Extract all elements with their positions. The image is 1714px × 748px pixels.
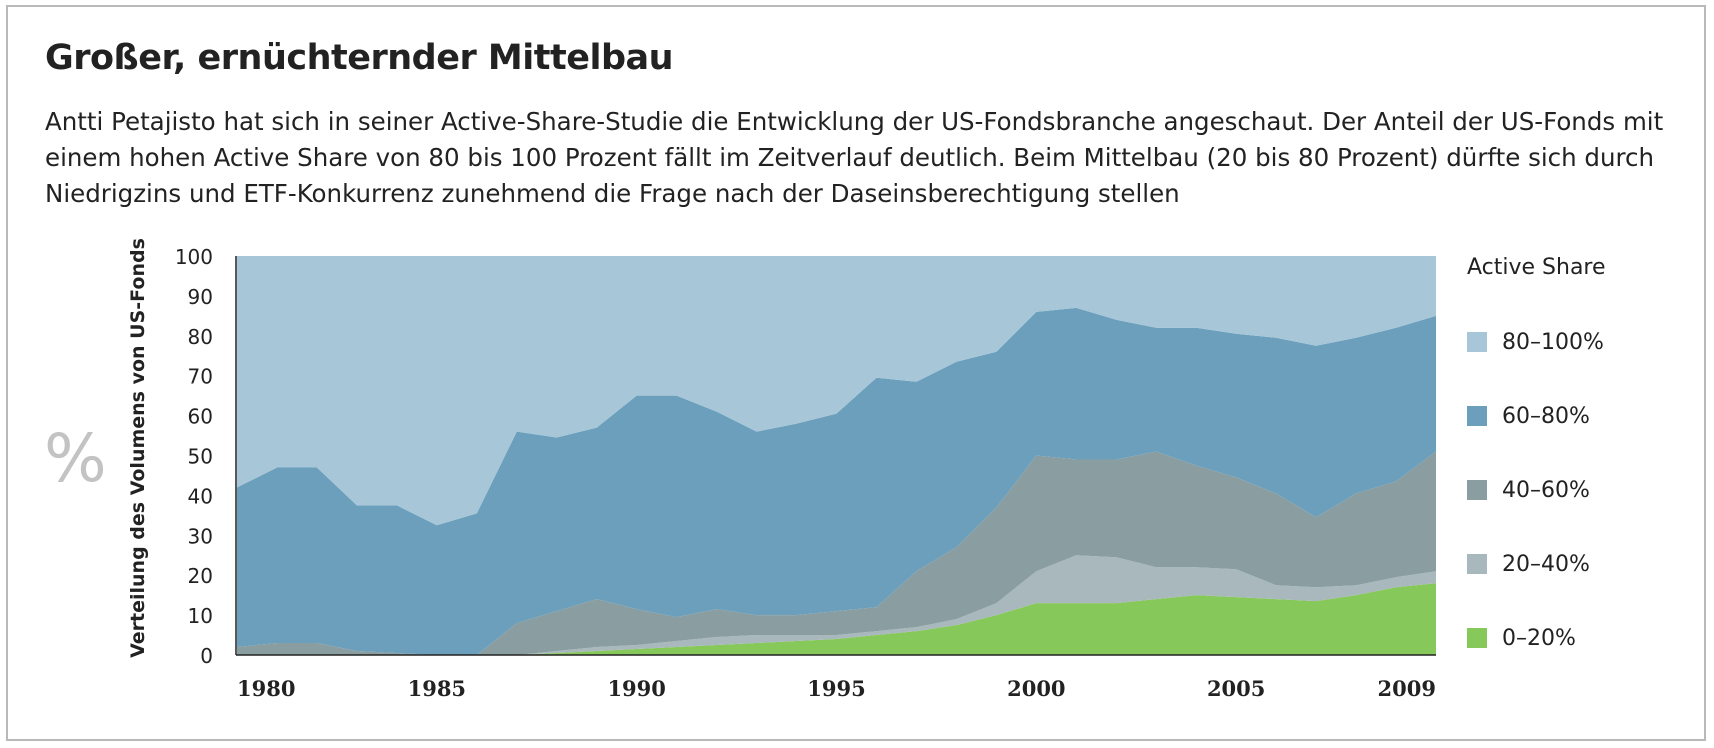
x-tick-label: 1990: [607, 676, 665, 701]
legend-label: 20–40%: [1502, 551, 1590, 577]
legend-label: 80–100%: [1502, 329, 1604, 355]
y-tick-label: 40: [188, 484, 213, 508]
x-tick-label: 2009: [1378, 676, 1436, 701]
y-tick-label: 0: [200, 644, 213, 668]
area-series-1: [237, 583, 1436, 655]
y-tick-label: 10: [188, 604, 213, 628]
x-tick-label: 1995: [807, 676, 865, 701]
legend-item: 40–60%: [1467, 477, 1590, 503]
y-tick-label: 70: [188, 365, 213, 389]
chart-title: Großer, ernüchternder Mittelbau: [45, 38, 674, 78]
legend-swatch: [1467, 628, 1487, 648]
legend-swatch: [1467, 480, 1487, 500]
x-tick-label: 1980: [237, 676, 295, 701]
area-series-3: [237, 451, 1436, 655]
legend-swatch: [1467, 406, 1487, 426]
legend-swatch: [1467, 554, 1487, 574]
chart-frame: [6, 5, 1706, 741]
y-tick-label: 30: [188, 524, 213, 548]
area-series-5: [237, 256, 1436, 526]
y-tick-label: 20: [188, 564, 213, 588]
legend-item: 0–20%: [1467, 625, 1576, 651]
legend-title: Active Share: [1467, 255, 1606, 280]
y-tick-label: 100: [175, 245, 213, 269]
x-tick-label: 2000: [1007, 676, 1065, 701]
area-series-4: [237, 307, 1436, 655]
legend-label: 40–60%: [1502, 477, 1590, 503]
y-tick-label: 60: [188, 405, 213, 429]
x-tick-label: 2005: [1207, 676, 1265, 701]
legend-label: 0–20%: [1502, 625, 1576, 651]
area-series-2: [237, 555, 1436, 655]
legend-label: 60–80%: [1502, 403, 1590, 429]
legend-swatch: [1467, 332, 1487, 352]
y-tick-label: 80: [188, 325, 213, 349]
legend-item: 80–100%: [1467, 329, 1604, 355]
legend-item: 60–80%: [1467, 403, 1590, 429]
legend-item: 20–40%: [1467, 551, 1590, 577]
percent-symbol: %: [44, 420, 107, 497]
x-tick-label: 1985: [408, 676, 466, 701]
y-tick-label: 50: [188, 445, 213, 469]
y-tick-label: 90: [188, 285, 213, 309]
chart-subtitle: Antti Petajisto hat sich in seiner Activ…: [45, 107, 1664, 208]
